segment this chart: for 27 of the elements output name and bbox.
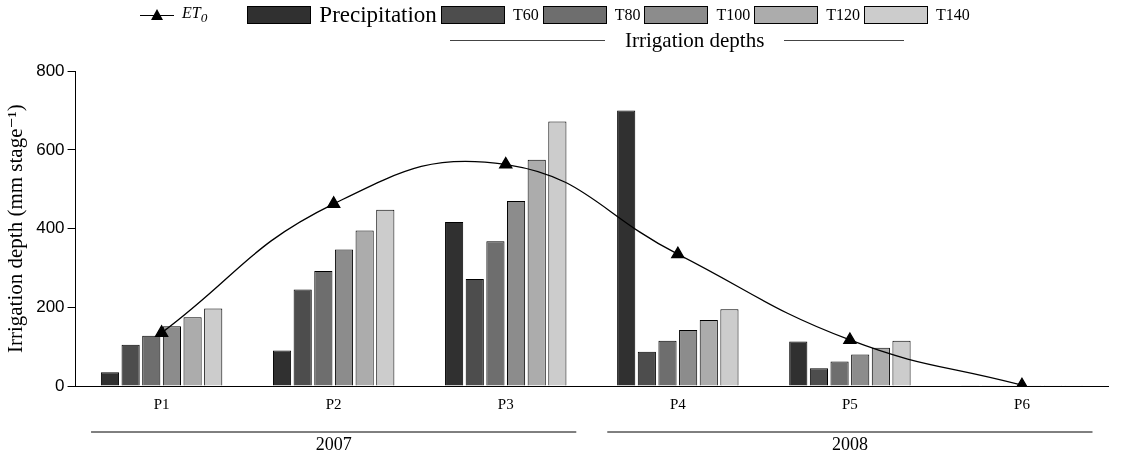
x-tick-label: P6 — [1014, 395, 1031, 412]
text: 2007 — [315, 433, 352, 454]
point — [671, 246, 685, 259]
y-tick-label: 600 — [36, 139, 65, 159]
y-tick-label: 400 — [36, 218, 65, 238]
legend-label: T60 — [512, 6, 539, 24]
y-axis-title: Irrigation depth (mm stage⁻¹) — [3, 104, 28, 354]
y-tick-label: 200 — [36, 296, 65, 316]
x-tick-label: P2 — [325, 395, 342, 412]
point — [843, 332, 857, 345]
text: 2008 — [831, 433, 868, 454]
x-tick-label: P1 — [153, 395, 170, 412]
x-tick-label: P4 — [669, 395, 687, 412]
y-tick-label: 800 — [36, 60, 65, 80]
x-tick-label: P5 — [841, 395, 858, 412]
legend-label: T120 — [826, 6, 860, 24]
x-tick-label: P3 — [497, 395, 514, 412]
y-tick-label: 0 — [55, 375, 65, 395]
legend-label: Precipitation — [319, 2, 437, 28]
point — [499, 156, 513, 169]
point — [326, 196, 341, 208]
legend-label: T100 — [716, 6, 751, 24]
legend-title: Irrigation depths — [625, 28, 765, 53]
legend-label: T140 — [936, 6, 970, 24]
point — [154, 325, 169, 338]
legend-label: ET$_{0}$ — [182, 3, 208, 27]
legend-label: T80 — [614, 6, 641, 24]
